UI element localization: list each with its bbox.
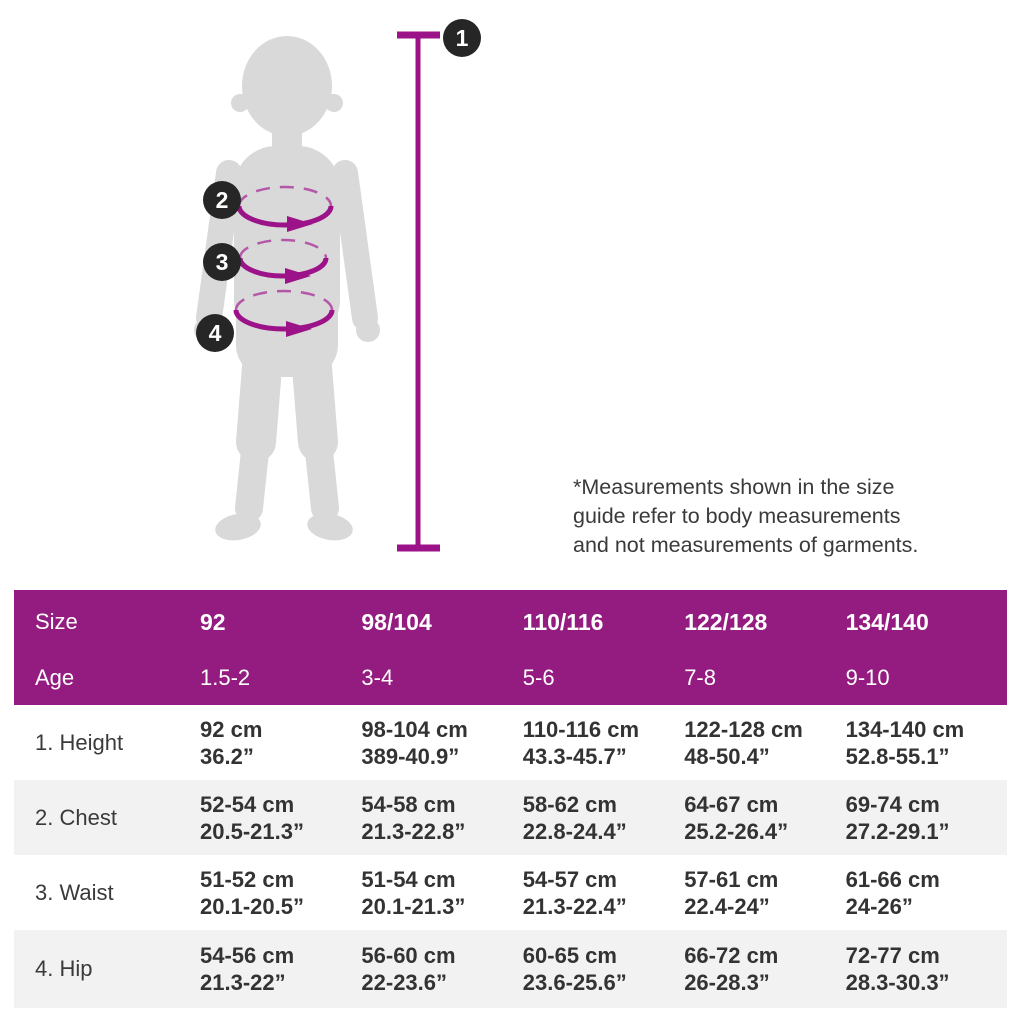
marker-2-chest: 2: [203, 181, 241, 219]
table-row-height: 1. Height 92 cm 36.2” 98-104 cm 389-40.9…: [14, 705, 1007, 780]
height-cell-92: 92 cm 36.2”: [200, 716, 263, 769]
age-col-5: 9-10: [845, 664, 890, 690]
age-col-1: 1.5-2: [200, 664, 251, 690]
waist-cell-134-140: 61-66 cm 24-26”: [845, 866, 940, 919]
waist-cell-92: 51-52 cm 20.1-20.5”: [200, 866, 304, 919]
table-row-waist: 3. Waist 51-52 cm 20.1-20.5” 51-54 cm 20…: [14, 855, 1007, 930]
hip-cell-134-140: 72-77 cm 28.3-30.3”: [845, 943, 950, 995]
table-row-chest: 2. Chest 52-54 cm 20.5-21.3” 54-58 cm 21…: [14, 780, 1007, 855]
row-label-waist: 3. Waist: [35, 879, 114, 905]
chest-measure-ellipse: [236, 185, 334, 232]
age-header-row: Age 1.5-2 3-4 5-6 7-8 9-10: [14, 650, 1007, 705]
measurements-note: *Measurements shown in the size guide re…: [573, 473, 918, 560]
row-label-height: 1. Height: [35, 729, 124, 755]
chest-cell-98-104: 54-58 cm 21.3-22.8”: [361, 791, 466, 844]
table-row-hip: 4. Hip 54-56 cm 21.3-22” 56-60 cm 22-23.…: [14, 930, 1007, 1008]
height-cell-98-104: 98-104 cm 389-40.9”: [361, 716, 468, 769]
size-table-header: Size 92 98/104 110/116 122/128 134/140 A…: [14, 590, 1007, 705]
hip-cell-92: 54-56 cm 21.3-22”: [200, 943, 295, 995]
size-header-row: Size 92 98/104 110/116 122/128 134/140: [14, 590, 1007, 650]
marker-4-hip: 4: [196, 314, 234, 352]
hip-cell-98-104: 56-60 cm 22-23.6”: [361, 943, 456, 995]
note-line-3: and not measurements of garments.: [573, 533, 919, 557]
waist-cell-98-104: 51-54 cm 20.1-21.3”: [361, 866, 466, 919]
hip-arrow-icon: [286, 321, 312, 337]
height-measure-line: [397, 31, 440, 552]
note-line-2: guide refer to body measurements: [573, 504, 901, 528]
note-line-1: *Measurements shown in the size: [573, 475, 895, 499]
age-col-4: 7-8: [684, 664, 716, 690]
chest-arrow-icon: [287, 216, 313, 232]
size-col-98-104: 98/104: [361, 608, 432, 635]
row-label-chest: 2. Chest: [35, 804, 117, 830]
size-header-label: Size: [35, 609, 78, 634]
waist-cell-122-128: 57-61 cm 22.4-24”: [684, 866, 779, 919]
age-col-2: 3-4: [361, 664, 394, 690]
marker-1-height: 1: [443, 19, 481, 57]
chest-cell-110-116: 58-62 cm 22.8-24.4”: [522, 791, 627, 844]
height-cell-134-140: 134-140 cm 52.8-55.1”: [845, 716, 965, 769]
chest-cell-134-140: 69-74 cm 27.2-29.1”: [845, 791, 950, 844]
hip-cell-122-128: 66-72 cm 26-28.3”: [684, 943, 779, 995]
size-col-134-140: 134/140: [845, 608, 929, 635]
hip-measure-ellipse: [233, 289, 335, 337]
chest-cell-92: 52-54 cm 20.5-21.3”: [200, 791, 304, 844]
size-table: Size 92 98/104 110/116 122/128 134/140 A…: [14, 590, 1007, 1008]
marker-3-waist: 3: [203, 243, 241, 281]
size-col-122-128: 122/128: [684, 608, 768, 635]
row-label-hip: 4. Hip: [35, 956, 93, 981]
waist-arrow-icon: [285, 268, 311, 284]
chest-cell-122-128: 64-67 cm 25.2-26.4”: [684, 791, 789, 844]
waist-cell-110-116: 54-57 cm 21.3-22.4”: [522, 866, 627, 919]
age-col-3: 5-6: [522, 664, 555, 690]
size-col-92: 92: [200, 608, 226, 635]
hip-cell-110-116: 60-65 cm 23.6-25.6”: [522, 943, 627, 995]
height-cell-122-128: 122-128 cm 48-50.4”: [684, 716, 803, 769]
age-header-label: Age: [35, 664, 75, 690]
size-col-110-116: 110/116: [522, 608, 604, 635]
measurement-diagram: [194, 31, 440, 552]
waist-measure-ellipse: [237, 238, 329, 284]
height-cell-110-116: 110-116 cm 43.3-45.7”: [522, 716, 640, 769]
